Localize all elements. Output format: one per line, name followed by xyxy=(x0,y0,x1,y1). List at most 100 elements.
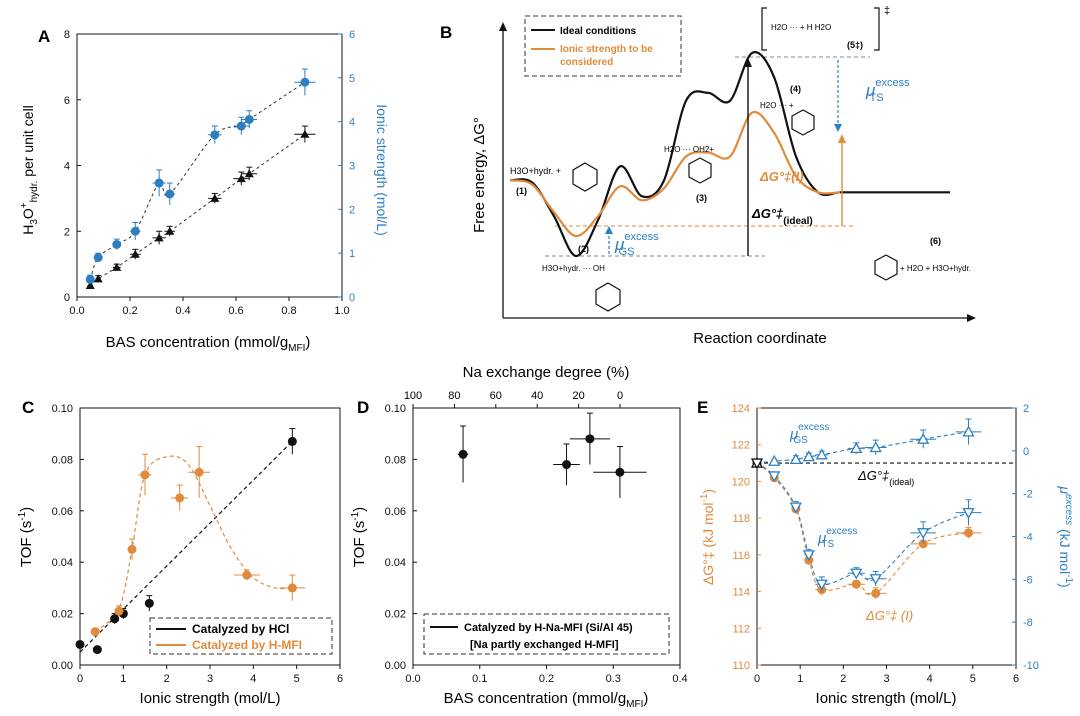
panel-e-s1-point-1 xyxy=(768,454,781,466)
panel-d-x2tick-label-5: 0 xyxy=(617,390,623,402)
panel-b-legend-ionic-1: Ionic strength to be xyxy=(560,44,653,55)
panel-c-legend xyxy=(149,617,333,655)
panel-a-right-ytick-label-4: 4 xyxy=(349,117,355,129)
panel-d-xtick-label-0: 0.0 xyxy=(405,673,420,685)
panel-b-state-4: (4) xyxy=(790,84,801,94)
panel-e-xtick-label-3: 3 xyxy=(883,673,889,685)
panel-b-carbocation-4-icon xyxy=(791,109,815,136)
panel-c-s1-point-4 xyxy=(175,493,185,503)
panel-b-mu-gs-label: μexcess GS xyxy=(614,231,659,258)
panel-d-xlabel-sub: MFI xyxy=(626,699,643,710)
panel-e-xtick-label-6: 6 xyxy=(1013,673,1019,685)
panel-b-species-4: H2O ··· + xyxy=(760,101,794,110)
panel-a-ylabel-o: O xyxy=(20,208,36,219)
panel-e-trendlines xyxy=(756,431,969,596)
panel-e-s2-point-2 xyxy=(789,502,802,514)
panel-a-s1-point-0 xyxy=(85,274,95,284)
panel-d-ylabel-close: ) xyxy=(351,507,368,512)
panel-b-mu-gs-mu: μ xyxy=(614,235,625,254)
panel-e-xlabel: Ionic strength (mol/L) xyxy=(816,690,957,707)
panel-c-s1-point-1 xyxy=(114,606,124,616)
panel-a-ytick-label-1: 2 xyxy=(64,226,70,238)
panel-c-ytick-label-4: 0.08 xyxy=(52,454,73,466)
panel-a-frame xyxy=(76,33,343,298)
panel-e-ytick-label-3: 116 xyxy=(732,550,750,562)
panel-c-s0-point-2 xyxy=(110,614,120,624)
panel-a-trendlines xyxy=(89,81,306,286)
panel-e-mu-ts-label: μexcess TS xyxy=(817,526,857,550)
panel-e-mu-ts-sup: excess xyxy=(826,526,857,537)
panel-e-s2-point-1 xyxy=(768,471,781,483)
panel-e-y2label-close: ) xyxy=(1057,583,1073,588)
panel-b-legend-ionic-2: considered xyxy=(560,57,613,68)
panel-b-ts-dagger: ‡ xyxy=(884,5,890,17)
panel-c-s1-point-7 xyxy=(287,583,297,593)
panel-b-state-3: (3) xyxy=(696,193,707,203)
panel-e-y2label: μexcess (kJ mol-1) xyxy=(1057,485,1074,587)
panel-a-s1-point-9 xyxy=(300,77,310,87)
panel-d-ytick-label-5: 0.10 xyxy=(385,403,406,415)
panel-a-s1-point-3 xyxy=(130,226,140,236)
panel-a-s0-point-9 xyxy=(300,129,310,138)
panel-a-right-ytick-label-5: 5 xyxy=(349,73,355,85)
panel-c-legend-hcl: Catalyzed by HCl xyxy=(192,622,289,636)
panel-e-ytick-label-1: 112 xyxy=(732,623,750,635)
panel-c: C 0 1 2 3 4 5 6 0.00 0.02 0.04 0.06 0.08 0.10 Cataly… xyxy=(17,398,343,707)
panel-b-ts-brackets-icon xyxy=(761,7,880,51)
panel-a-trend-1 xyxy=(89,81,306,280)
panel-c-xtick-label-6: 6 xyxy=(337,673,343,685)
panel-c-s0-point-1 xyxy=(92,645,102,655)
panel-a-y2label: Ionic strength (mol/L) xyxy=(374,104,390,236)
panel-d-ytick-label-0: 0.00 xyxy=(385,660,406,672)
panel-a-label: A xyxy=(38,27,50,46)
panel-a-xtick-label-4: 0.8 xyxy=(281,305,296,317)
panel-e-points xyxy=(750,418,982,599)
panel-e-s1-point-8 xyxy=(962,425,975,437)
panel-e-y2label-tail: (kJ mol xyxy=(1057,525,1073,574)
panel-d-ytick-label-3: 0.06 xyxy=(385,506,406,518)
panel-e-s1-point-6 xyxy=(869,441,882,453)
panel-e-ylabel-close: ) xyxy=(700,489,716,494)
panel-b-cyclohexene-icon xyxy=(874,254,898,281)
panel-b-state-6: (6) xyxy=(930,236,941,246)
panel-e-ytick-label-4: 118 xyxy=(732,513,750,525)
panel-b-label: B xyxy=(440,23,452,42)
panel-b-legend xyxy=(524,15,682,77)
panel-a-ylabel-sub2: hydr. xyxy=(29,181,40,203)
panel-b-dg-ideal-label: ΔG°‡(ideal) xyxy=(751,206,813,227)
panel-a-points xyxy=(85,68,316,289)
panel-e-right-ytick-label-1: -8 xyxy=(1023,617,1033,629)
panel-b-state-5: (5‡) xyxy=(847,40,863,50)
panel-b-mu-ts-sub: TS xyxy=(870,92,884,104)
panel-c-xtick-label-4: 4 xyxy=(250,673,256,685)
panel-a-ytick-label-0: 0 xyxy=(64,292,70,304)
panel-e-ticks: 0 1 2 3 4 5 6 110 112 114 116 118 120 122 124 -10 -8 -6 -4… xyxy=(732,403,1039,685)
panel-c-ytick-label-2: 0.04 xyxy=(52,557,73,569)
panel-b-species-ts: H2O ··· + H H2O xyxy=(771,23,831,32)
panel-c-s1-point-0 xyxy=(90,627,100,637)
panel-c-ylabel: TOF (s-1) xyxy=(17,507,35,567)
panel-d-x2tick-label-4: 20 xyxy=(572,390,584,402)
panel-b-mu-ts-label: μexcess TS xyxy=(865,77,910,104)
panel-d-legend-line2: [Na partly exchanged H-MFI] xyxy=(470,639,619,651)
panel-c-points xyxy=(75,428,306,655)
panel-e-xtick-label-2: 2 xyxy=(840,673,846,685)
panel-e-ylabel-main: ΔG°‡ (kJ mol xyxy=(700,502,716,585)
panel-c-ytick-label-3: 0.06 xyxy=(52,506,73,518)
panel-a-xtick-label-5: 1.0 xyxy=(334,305,349,317)
panel-e-xtick-label-4: 4 xyxy=(927,673,933,685)
panel-d-s0-point-1 xyxy=(562,460,572,470)
panel-d-s0-point-3 xyxy=(615,467,625,477)
panel-a-ytick-label-3: 6 xyxy=(64,95,70,107)
panel-e-s0-point-5 xyxy=(851,579,861,589)
panel-b-dg-ionic-arrowhead-icon xyxy=(838,134,846,143)
panel-d-ylabel-main: TOF (s xyxy=(351,521,368,567)
panel-e-s2-point-3 xyxy=(802,550,815,562)
panel-c-xlabel: Ionic strength (mol/L) xyxy=(140,690,281,707)
panel-c-ticks: 0 1 2 3 4 5 6 0.00 0.02 0.04 0.06 0.08 0.10 xyxy=(52,403,343,685)
panel-e-dg-ideal-sub: (ideal) xyxy=(889,477,914,487)
panel-a-ylabel-sub1: 3 xyxy=(29,219,40,225)
panel-a-s1-point-4 xyxy=(154,178,164,188)
panel-c-xtick-label-0: 0 xyxy=(77,673,83,685)
